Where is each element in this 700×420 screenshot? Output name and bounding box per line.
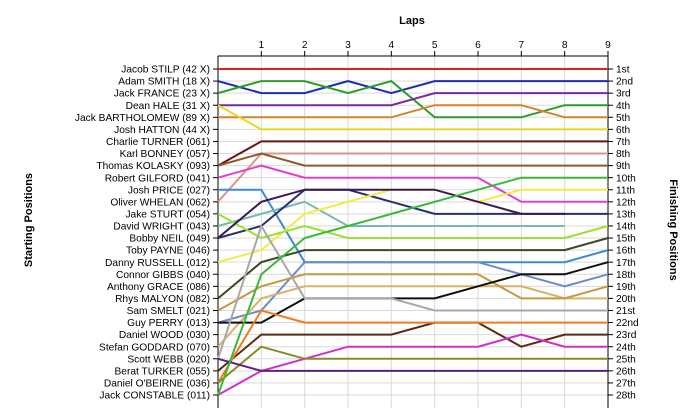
starting-position-label: Jacob STILP (42 X) [121,65,210,76]
series-line-24 [217,309,608,384]
x-tick-label: 7 [518,40,524,51]
finishing-position-label: 19th [616,282,636,293]
starting-position-label: Jack CONSTABLE (011) [99,391,210,402]
starting-position-label: David WRIGHT (043) [113,222,210,233]
series-line-9 [217,152,608,167]
starting-position-label: Guy PERRY (013) [127,318,210,329]
starting-position-label: Robert GILFORD (041) [105,173,210,184]
starting-position-label: Daniel WOOD (030) [119,330,210,341]
x-tick-label: 8 [562,40,568,51]
series-line-2 [217,80,608,95]
finishing-position-label: 6th [616,125,630,136]
starting-position-label: Jack FRANCE (23 X) [114,89,210,100]
starting-position-label: Jake STURT (054) [125,209,210,220]
series-line-28 [217,176,608,396]
starting-position-label: Connor GIBBS (040) [116,270,210,281]
finishing-position-label: 7th [616,137,630,148]
starting-position-label: Daniel O'BEIRNE (036) [104,379,210,390]
x-axis-title: Laps [399,15,425,27]
finishing-position-label: 5th [616,113,630,124]
starting-position-label: Oliver WHELAN (062) [110,197,210,208]
series-line-12 [217,200,565,227]
finishing-position-label: 1st [616,65,630,76]
finishing-position-label: 14th [616,222,636,233]
starting-position-label: Thomas KOLASKY (093) [96,161,210,172]
finishing-position-label: 9th [616,161,630,172]
starting-position-label: Berat TURKER (055) [115,366,211,377]
finishing-position-label: 27th [616,379,636,390]
series-line-27 [217,357,608,372]
plot-area: 1 2 3 4 5 6 7 8 9 Jacob STILP (42 X)Adam SMITH (1… [75,40,639,408]
starting-position-label: Stefan GODDARD (070) [99,342,210,353]
finishing-position-label: 15th [616,234,636,245]
finishing-position-label: 24th [616,342,636,353]
starting-position-label: Josh PRICE (027) [128,185,210,196]
finishing-position-label: 2nd [616,77,633,88]
finishing-position-label: 28th [616,391,636,402]
series-line-4 [218,92,608,107]
series-line-25 [217,333,608,396]
x-tick-label: 9 [605,40,611,51]
series-line-18 [217,261,609,324]
series-line-5 [218,104,608,119]
starting-position-label: Sam SMELT (021) [127,306,210,317]
starting-position-label: Adam SMITH (18 X) [118,77,210,88]
starting-position-label: Scott WEBB (020) [127,354,210,365]
series-line-22 [217,223,608,360]
finishing-position-label: 20th [616,294,636,305]
x-tick-label: 4 [388,40,394,51]
series-line-20 [217,273,609,312]
series-line-17 [217,188,565,239]
starting-position-label: Anthony GRACE (086) [107,282,210,293]
finishing-position-label: 3rd [616,89,631,100]
series-line-19 [217,285,608,348]
finishing-position-label: 4th [616,101,630,112]
x-tick-label: 3 [345,40,351,51]
finishing-position-label: 22nd [616,318,639,329]
series-line-15 [217,213,609,240]
finishing-position-label: 16th [616,246,636,257]
starting-position-label: Jack BARTHOLOMEW (89 X) [75,113,210,124]
x-tick-label: 5 [432,40,438,51]
series-line-8 [217,152,608,203]
finishing-position-label: 23rd [616,330,637,341]
x-tick-label: 6 [475,40,481,51]
series-line-10 [217,164,608,203]
x-tick-label: 1 [258,40,264,51]
starting-position-label: Dean HALE (31 X) [126,101,210,112]
x-tick-label: 2 [302,40,308,51]
starting-position-label: Charlie TURNER (061) [106,137,210,148]
starting-position-label: Danny RUSSELL (012) [105,258,210,269]
finishing-position-label: 25th [616,354,636,365]
starting-position-label: Rhys MALYON (082) [115,294,210,305]
finishing-position-label: 21st [616,306,635,317]
series-line-21 [218,261,609,324]
finishing-position-label: 10th [616,173,636,184]
y-axis-left-title: Starting Positions [23,173,35,267]
finishing-position-label: 12th [616,197,636,208]
starting-position-label: Karl BONNEY (057) [120,149,210,160]
y-axis-right-title: Finishing Positions [667,179,679,280]
finishing-position-label: 13th [616,209,636,220]
finishing-position-label: 8th [616,149,630,160]
series-line-26 [217,345,608,384]
series-line-7 [217,140,608,167]
series-line-6 [217,104,608,131]
finishing-position-label: 26th [616,366,636,377]
starting-position-label: Toby PAYNE (046) [126,246,210,257]
finishing-position-label: 17th [616,258,636,269]
finishing-position-label: 11th [616,185,635,196]
starting-position-label: Josh HATTON (44 X) [114,125,210,136]
starting-position-label: Bobby NEIL (049) [129,234,210,245]
finishing-position-label: 18th [616,270,636,281]
